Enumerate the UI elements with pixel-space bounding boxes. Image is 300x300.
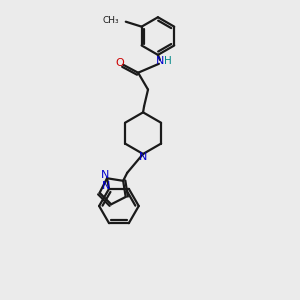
Text: N: N xyxy=(101,170,109,180)
Text: O: O xyxy=(115,58,124,68)
Text: N: N xyxy=(102,181,110,191)
Text: N: N xyxy=(156,56,164,66)
Text: H: H xyxy=(164,56,172,66)
Text: N: N xyxy=(139,152,147,162)
Text: CH₃: CH₃ xyxy=(102,16,119,25)
